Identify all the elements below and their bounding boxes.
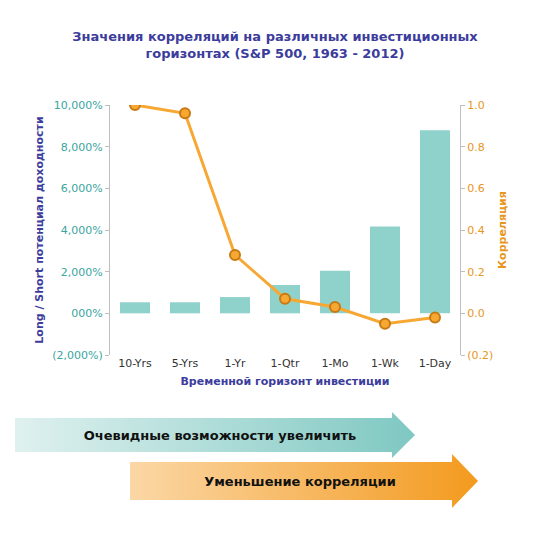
svg-text:(0.2): (0.2) [467,349,493,362]
svg-text:0.4: 0.4 [467,224,485,237]
svg-text:Значения корреляций на различн: Значения корреляций на различных инвести… [72,29,478,61]
svg-text:1-Wk: 1-Wk [371,357,399,370]
svg-text:10-Yrs: 10-Yrs [118,357,152,370]
svg-text:0.0: 0.0 [467,307,485,320]
svg-text:0.2: 0.2 [467,266,485,279]
svg-text:1-Qtr: 1-Qtr [271,357,300,370]
svg-text:4,000%: 4,000% [61,224,103,237]
svg-text:1-Yr: 1-Yr [225,357,246,370]
svg-text:1-Mo: 1-Mo [321,357,348,370]
svg-text:000%: 000% [71,307,102,320]
svg-text:8,000%: 8,000% [61,141,103,154]
svg-text:6,000%: 6,000% [61,182,103,195]
svg-text:1-Day: 1-Day [419,357,452,370]
svg-text:Очевидные возможности увеличит: Очевидные возможности увеличить [84,428,357,443]
svg-text:10,000%: 10,000% [54,99,103,112]
svg-text:1.0: 1.0 [467,99,485,112]
svg-text:5-Yrs: 5-Yrs [172,357,199,370]
svg-text:Корреляция: Корреляция [496,191,509,269]
svg-text:Уменьшение корреляции: Уменьшение корреляции [204,474,396,489]
svg-text:0.8: 0.8 [467,141,485,154]
svg-text:Временной горизонт инвестиции: Временной горизонт инвестиции [180,375,389,388]
svg-text:2,000%: 2,000% [61,266,103,279]
svg-text:Long / Short потенциал доходно: Long / Short потенциал доходности [33,116,46,343]
svg-text:(2,000%): (2,000%) [52,349,103,362]
svg-text:0.6: 0.6 [467,182,485,195]
